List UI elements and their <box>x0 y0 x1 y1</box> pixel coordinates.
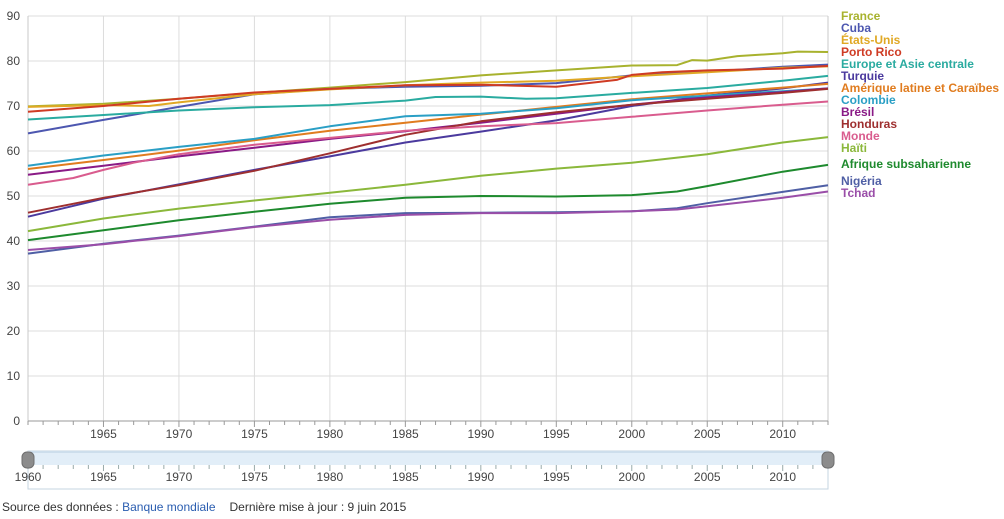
series-line[interactable] <box>27 82 829 170</box>
navigator-tick-label: 2005 <box>694 470 721 484</box>
series-line[interactable] <box>27 74 829 121</box>
navigator-tick-label: 1975 <box>241 470 268 484</box>
navigator-tick-label: 1980 <box>317 470 344 484</box>
source-label: Source des données : <box>2 500 123 514</box>
chart-grid <box>27 15 829 422</box>
x-tick-label: 1985 <box>392 427 419 441</box>
y-tick-label: 70 <box>7 99 21 113</box>
navigator-tick-label: 1985 <box>392 470 419 484</box>
update-date-text: Dernière mise à jour : 9 juin 2015 <box>229 500 407 514</box>
y-tick-label: 10 <box>7 369 21 383</box>
x-tick-label: 1965 <box>90 427 117 441</box>
navigator-start-label: 1960 <box>15 470 42 484</box>
y-tick-label: 40 <box>7 234 21 248</box>
y-tick-label: 30 <box>7 279 21 293</box>
legend-entry[interactable]: Tchad <box>841 186 875 200</box>
navigator-tick-label: 1995 <box>543 470 570 484</box>
series-line[interactable] <box>27 100 829 186</box>
y-tick-label: 80 <box>7 54 21 68</box>
x-tick-label: 2010 <box>769 427 796 441</box>
y-tick-label: 90 <box>7 9 21 23</box>
series-line[interactable] <box>27 184 829 255</box>
navigator-tick-label: 2000 <box>618 470 645 484</box>
legend-entry[interactable]: Colombie <box>841 93 896 107</box>
legend-entry[interactable]: Europe et Asie centrale <box>841 57 974 71</box>
legend-entry[interactable]: Honduras <box>841 117 897 131</box>
series-line[interactable] <box>27 136 829 233</box>
y-tick-label: 50 <box>7 189 21 203</box>
x-tick-label: 1995 <box>543 427 570 441</box>
legend-entry[interactable]: Afrique subsaharienne <box>841 157 971 171</box>
legend-entry[interactable]: États-Unis <box>841 32 901 47</box>
y-tick-label: 0 <box>13 414 20 428</box>
y-tick-label: 60 <box>7 144 21 158</box>
navigator-tick-label: 1990 <box>467 470 494 484</box>
legend-entry[interactable]: Haïti <box>841 141 867 155</box>
x-tick-label: 1980 <box>317 427 344 441</box>
series-line[interactable] <box>27 64 829 113</box>
x-tick-label: 2000 <box>618 427 645 441</box>
navigator-tick-label: 2010 <box>769 470 796 484</box>
navigator-left-handle[interactable] <box>21 451 35 469</box>
legend-entry[interactable]: Nigéria <box>841 174 882 188</box>
x-tick-label: 1970 <box>166 427 193 441</box>
navigator-tick-label: 1970 <box>166 470 193 484</box>
source-link[interactable]: Banque mondiale <box>122 500 216 514</box>
legend-entry[interactable]: France <box>841 9 881 23</box>
x-tick-label: 1990 <box>467 427 494 441</box>
legend-entry[interactable]: Porto Rico <box>841 45 902 59</box>
series-line[interactable] <box>27 87 829 167</box>
navigator-selected-band[interactable] <box>28 451 828 465</box>
chart-series-lines <box>27 50 829 255</box>
legend-entry[interactable]: Brésil <box>841 105 874 119</box>
x-tick-label: 2005 <box>694 427 721 441</box>
legend-entry[interactable]: Cuba <box>841 21 871 35</box>
series-line[interactable] <box>27 87 829 176</box>
series-line[interactable] <box>27 190 829 251</box>
navigator-right-handle[interactable] <box>821 451 835 469</box>
range-navigator[interactable]: 1965 1970 1975 1980 1985 1990 1995 2000 2005 2010… <box>15 450 835 490</box>
legend-entry[interactable]: Monde <box>841 129 880 143</box>
chart-footer: Source des données : Banque mondiale Dern… <box>2 500 406 514</box>
series-line[interactable] <box>27 163 829 242</box>
x-tick-label: 1975 <box>241 427 268 441</box>
chart-axis: 0 10 20 30 40 50 60 70 80 90 1965 1970 1975 1980 1985 1… <box>7 9 829 441</box>
y-tick-label: 20 <box>7 324 21 338</box>
legend-entry[interactable]: Turquie <box>841 69 884 83</box>
navigator-tick-label: 1965 <box>90 470 117 484</box>
legend-entry[interactable]: Amérique latine et Caraïbes <box>841 81 999 95</box>
